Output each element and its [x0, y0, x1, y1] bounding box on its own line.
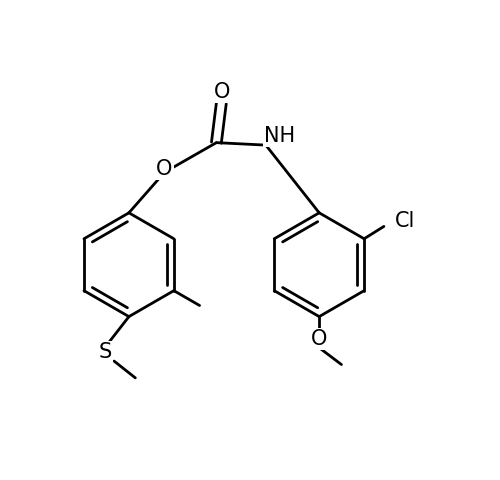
Text: S: S	[99, 342, 112, 362]
Text: NH: NH	[264, 126, 295, 146]
Text: O: O	[214, 82, 230, 102]
Text: O: O	[156, 159, 172, 179]
Text: O: O	[311, 329, 328, 349]
Text: Cl: Cl	[396, 212, 415, 231]
